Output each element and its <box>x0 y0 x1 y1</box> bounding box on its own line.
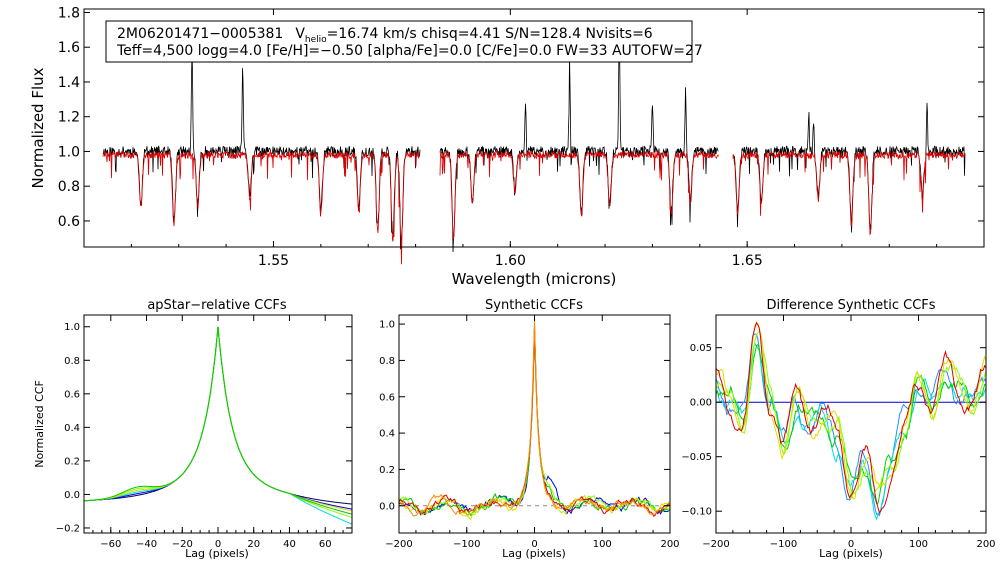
difference-x-tick-label: −100 <box>770 539 797 550</box>
difference-y-tick-label: −0.10 <box>681 507 712 518</box>
difference-y-tick-label: −0.05 <box>681 452 712 463</box>
spectrum-y-tick-label: 1.4 <box>58 75 80 91</box>
synthetic-ccf-title: Synthetic CCFs <box>485 298 583 313</box>
synthetic-y-tick-label: 1.0 <box>379 320 395 331</box>
synthetic-ccf-plot-area <box>398 321 671 521</box>
difference-ccf-ticks: −200 −100 0 100 200 −0.10 −0.05 0.00 0.05 <box>681 315 996 550</box>
model-spectrum-chip-3 <box>732 150 966 236</box>
difference-ccf-plot-area <box>715 321 987 521</box>
difference-ccf-series-2 <box>715 343 987 521</box>
synthetic-ccf-x-label: Lag (pixels) <box>502 547 566 560</box>
synthetic-y-tick-label: 0.2 <box>379 465 395 476</box>
apstar-y-tick-label: 0.8 <box>64 356 80 367</box>
synthetic-y-tick-label: 0.0 <box>379 501 395 512</box>
synthetic-y-tick-label: 0.6 <box>379 392 395 403</box>
difference-x-tick-label: 0 <box>848 539 854 550</box>
spectrum-panel: 1.55 1.60 1.65 0.6 0.8 1.0 1.2 1.4 1.6 1.8 Wavele… <box>29 5 985 288</box>
difference-ccf-series-6 <box>715 321 987 514</box>
synthetic-ccf-series-6 <box>398 321 671 517</box>
spectrum-y-tick-label: 1.6 <box>58 40 80 56</box>
observed-spectrum-chip-3 <box>732 102 966 233</box>
difference-y-tick-label: 0.05 <box>690 343 712 354</box>
synthetic-y-tick-label: 0.4 <box>379 429 395 440</box>
spectrum-y-tick-label: 1.8 <box>58 5 80 21</box>
apstar-x-tick-label: 60 <box>319 539 332 550</box>
difference-x-tick-label: 200 <box>976 539 995 550</box>
apstar-x-tick-label: 0 <box>215 539 221 550</box>
difference-x-tick-label: −200 <box>702 539 729 550</box>
synthetic-ccf-ticks: −200 −100 0 100 200 0.0 0.2 0.4 0.6 0.8 1.0 <box>379 315 680 550</box>
difference-ccf-x-label: Lag (pixels) <box>819 547 883 560</box>
apstar-y-tick-label: 0.6 <box>64 389 80 400</box>
synthetic-ccf-panel: Synthetic CCFs −200 −100 0 100 200 0.0 0.2 0.4 0… <box>379 298 679 560</box>
spectrum-x-label: Wavelength (microns) <box>452 270 617 288</box>
apstar-y-tick-label: 1.0 <box>64 322 80 333</box>
difference-ccf-panel: Difference Synthetic CCFs −200 −100 0 100 20… <box>681 298 995 560</box>
apstar-ccf-x-label: Lag (pixels) <box>185 547 249 560</box>
difference-ccf-series-5 <box>715 323 987 501</box>
difference-ccf-title: Difference Synthetic CCFs <box>766 298 935 313</box>
spectrum-y-tick-label: 0.6 <box>58 214 80 230</box>
apstar-ccf-ticks: −60 −40 −20 0 20 40 60 −0.2 0.0 0.2 0.4 0.6 0.8 1.0 <box>56 315 353 550</box>
synthetic-x-tick-label: −200 <box>385 539 412 550</box>
spectrum-axes-frame <box>83 8 985 248</box>
spectrum-x-tick-label: 1.60 <box>495 253 526 269</box>
info-line-2: Teff=4,500 logg=4.0 [Fe/H]=−0.50 [alpha/… <box>116 43 703 59</box>
apstar-x-tick-label: −40 <box>136 539 157 550</box>
apstar-ccf-title: apStar−relative CCFs <box>147 298 287 313</box>
spectrum-y-tick-label: 1.2 <box>58 110 80 126</box>
synthetic-x-tick-label: 100 <box>593 539 612 550</box>
model-spectrum-chip-2 <box>439 150 719 239</box>
apstar-y-tick-label: 0.2 <box>64 456 80 467</box>
apstar-x-tick-label: −60 <box>100 539 121 550</box>
synthetic-x-tick-label: 200 <box>660 539 679 550</box>
synthetic-y-tick-label: 0.8 <box>379 356 395 367</box>
info-line-1: 2M06201471−0005381 Vhelio=16.74 km/s chis… <box>117 26 653 45</box>
apstar-ccf-panel: apStar−relative CCFs −60 −40 −20 0 20 40 60 −0.… <box>33 298 353 560</box>
apstar-x-tick-label: 20 <box>247 539 260 550</box>
apstar-y-tick-label: −0.2 <box>56 523 80 534</box>
apstar-x-tick-label: 40 <box>283 539 296 550</box>
v-helio-values: =16.74 km/s chisq=4.41 S/N=128.4 Nvisits… <box>327 26 653 42</box>
spectrum-y-label: Normalized Flux <box>29 67 47 188</box>
apstar-ccf-plot-area <box>84 326 353 525</box>
apstar-y-tick-label: 0.0 <box>64 490 80 501</box>
difference-ccf-series-3 <box>715 344 987 505</box>
difference-y-tick-label: 0.00 <box>690 398 712 409</box>
synthetic-x-tick-label: −100 <box>453 539 480 550</box>
star-id: 2M06201471−0005381 <box>117 26 283 42</box>
spectrum-y-tick-label: 1.0 <box>58 144 80 160</box>
spectrum-plot-area <box>102 38 966 265</box>
spectrum-y-tick-label: 0.8 <box>58 179 80 195</box>
apstar-ccf-y-label: Normalized CCF <box>33 380 46 468</box>
v-helio-subscript: helio <box>305 35 327 45</box>
apstar-x-tick-label: −20 <box>172 539 193 550</box>
spectrum-x-tick-label: 1.65 <box>732 253 763 269</box>
spectrum-x-tick-label: 1.55 <box>258 253 289 269</box>
model-spectrum-chip-1 <box>102 150 421 265</box>
difference-x-tick-label: 100 <box>909 539 928 550</box>
info-box <box>105 20 693 63</box>
apstar-y-tick-label: 0.4 <box>64 423 80 434</box>
apstar-ccf-series-6 <box>84 326 353 515</box>
spectrum-ticks: 1.55 1.60 1.65 0.6 0.8 1.0 1.2 1.4 1.6 1.8 <box>58 5 984 269</box>
synthetic-x-tick-label: 0 <box>531 539 537 550</box>
v-helio-symbol: V <box>295 26 305 42</box>
